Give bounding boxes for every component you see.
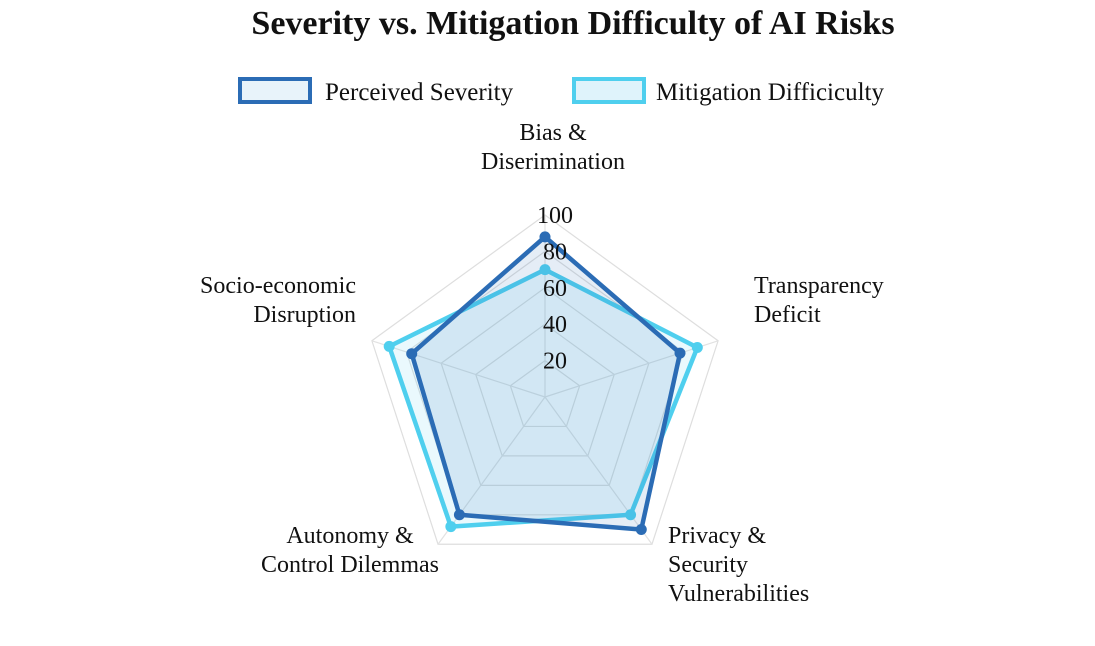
tick-label-100: 100 xyxy=(537,203,573,229)
legend: Perceived Severity Mitigation Difficicul… xyxy=(238,77,884,106)
grid-spoke-2 xyxy=(544,340,719,398)
series-2-point-3[interactable] xyxy=(625,509,637,521)
axis-labels: Bias & Diserimination Transparency Deficit P… xyxy=(200,120,884,607)
grid-spoke-4 xyxy=(437,396,546,545)
radial-tick-labels: 20 40 60 80 100 xyxy=(537,203,573,375)
tick-label-20: 20 xyxy=(543,349,567,375)
series-1-point-1[interactable] xyxy=(539,231,551,243)
grid-ring-1 xyxy=(509,359,581,428)
tick-label-80: 80 xyxy=(543,239,567,265)
series-1-point-5[interactable] xyxy=(406,348,418,360)
axis-label-1-line-1: Bias & xyxy=(519,120,587,146)
grid-spoke-5 xyxy=(371,340,546,398)
legend-label-mitigation-difficulty: Mitigation Difficiculty xyxy=(656,79,884,106)
axis-label-4-line-2: Control Dilemmas xyxy=(261,552,439,578)
axis-label-5: Socio-economic Disruption xyxy=(200,273,356,328)
axis-label-1-line-2: Diserimination xyxy=(481,149,625,175)
legend-swatch-perceived-severity xyxy=(238,77,312,104)
series-1-point-3[interactable] xyxy=(635,524,647,536)
grid-ring-3 xyxy=(440,287,650,486)
grid-ring-5 xyxy=(371,214,719,545)
grid-spoke-3 xyxy=(544,396,653,545)
axis-label-3-line-1: Privacy & xyxy=(668,523,766,549)
axis-label-1: Bias & Diserimination xyxy=(481,120,625,175)
tick-label-60: 60 xyxy=(543,276,567,302)
legend-item-perceived-severity[interactable]: Perceived Severity xyxy=(238,77,514,106)
series-2-point-4[interactable] xyxy=(445,521,457,533)
series-2-point-1[interactable] xyxy=(539,264,551,276)
series-2-point-5[interactable] xyxy=(383,340,395,352)
axis-label-4: Autonomy & Control Dilemmas xyxy=(261,523,439,578)
series-1 xyxy=(406,231,686,536)
axis-label-3: Privacy & Security Vulnerabilities xyxy=(668,523,809,607)
legend-label-perceived-severity: Perceived Severity xyxy=(325,79,514,106)
axis-label-3-line-2: Security xyxy=(668,552,748,578)
legend-swatch-mitigation-difficulty xyxy=(572,77,646,104)
axis-label-3-line-3: Vulnerabilities xyxy=(668,581,809,607)
axis-label-2-line-2: Deficit xyxy=(754,302,821,328)
tick-label-40: 40 xyxy=(543,312,567,338)
series-1-area xyxy=(409,234,683,532)
axis-label-5-line-1: Socio-economic xyxy=(200,273,356,299)
axis-label-2-line-1: Transparency xyxy=(754,273,884,299)
series-2-point-2[interactable] xyxy=(691,342,703,354)
chart-title: Severity vs. Mitigation Difficulty of AI… xyxy=(251,5,894,42)
series-1-point-4[interactable] xyxy=(453,509,465,521)
axis-label-4-line-1: Autonomy & xyxy=(286,523,414,549)
grid-ring-2 xyxy=(475,323,615,457)
axis-label-2: Transparency Deficit xyxy=(754,273,884,328)
series-1-point-2[interactable] xyxy=(674,347,686,359)
legend-item-mitigation-difficulty[interactable]: Mitigation Difficiculty xyxy=(572,77,884,106)
axis-label-5-line-2: Disruption xyxy=(253,302,356,328)
radar-series xyxy=(383,231,703,536)
